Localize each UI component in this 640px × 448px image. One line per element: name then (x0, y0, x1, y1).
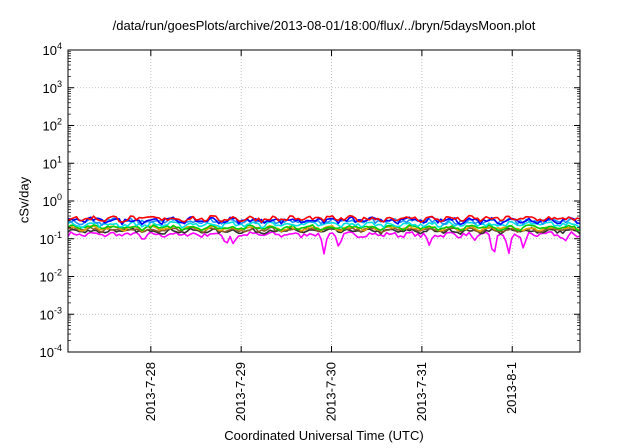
y-tick-base: 10 (40, 232, 54, 247)
y-tick-exponent: 0 (57, 192, 62, 202)
y-tick-label: 103 (43, 79, 62, 96)
x-tick-label: 2013-7-31 (414, 362, 429, 421)
y-tick-base: 10 (40, 307, 54, 322)
grid-lines (68, 50, 580, 352)
series-group (67, 214, 581, 255)
x-tick-label: 2013-7-30 (324, 362, 339, 421)
y-tick-label: 101 (43, 154, 62, 171)
x-tick-label: 2013-8-1 (504, 362, 519, 414)
y-tick-exponent: -1 (54, 230, 62, 240)
y-tick-base: 10 (43, 156, 57, 171)
y-tick-base: 10 (40, 345, 54, 360)
y-tick-label: 104 (43, 41, 62, 58)
series-line (67, 230, 581, 255)
y-tick-base: 10 (40, 270, 54, 285)
y-tick-exponent: -2 (54, 268, 62, 278)
y-tick-label: 10-3 (40, 305, 62, 322)
y-tick-exponent: 4 (57, 41, 62, 51)
x-tick-label: 2013-7-28 (143, 362, 158, 421)
y-tick-label: 10-2 (40, 268, 62, 285)
y-tick-base: 10 (43, 119, 57, 134)
y-tick-base: 10 (43, 194, 57, 209)
chart-title: /data/run/goesPlots/archive/2013-08-01/1… (112, 18, 536, 33)
y-tick-label: 102 (43, 117, 62, 134)
y-tick-label: 10-4 (40, 343, 62, 360)
y-tick-exponent: 1 (57, 154, 62, 164)
series-line (67, 220, 581, 229)
y-tick-exponent: 2 (57, 117, 62, 127)
series-line (67, 214, 581, 224)
y-tick-exponent: -3 (54, 305, 62, 315)
y-tick-exponent: 3 (57, 79, 62, 89)
y-tick-exponent: -4 (54, 343, 62, 353)
y-tick-base: 10 (43, 81, 57, 96)
series-line (67, 224, 581, 232)
x-axis-label: Coordinated Universal Time (UTC) (224, 428, 424, 443)
y-tick-base: 10 (43, 43, 57, 58)
tick-marks (68, 49, 580, 353)
x-tick-labels: 2013-7-28 2013-7-29 2013-7-30 2013-7-31 2013… (143, 362, 519, 421)
series-line (67, 216, 581, 226)
y-tick-label: 10-1 (40, 230, 62, 247)
x-tick-label: 2013-7-29 (233, 362, 248, 421)
y-tick-label: 100 (43, 192, 62, 209)
